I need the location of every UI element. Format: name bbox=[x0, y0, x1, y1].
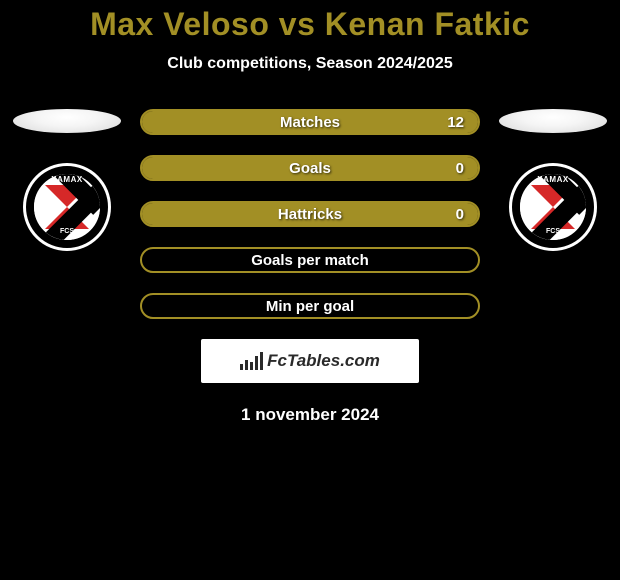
stat-label: Goals bbox=[289, 160, 331, 177]
left-player-col: XAMAX FCS bbox=[12, 109, 122, 251]
page-title: Max Veloso vs Kenan Fatkic bbox=[0, 6, 620, 43]
stat-bar: Matches 12 bbox=[140, 109, 480, 135]
right-club-badge: XAMAX FCS bbox=[509, 163, 597, 251]
right-player-placeholder bbox=[499, 109, 607, 133]
left-club-sub: FCS bbox=[23, 228, 111, 235]
date-label: 1 november 2024 bbox=[0, 405, 620, 425]
left-club-badge: XAMAX FCS bbox=[23, 163, 111, 251]
left-club-name: XAMAX bbox=[23, 175, 111, 184]
right-player-col: XAMAX FCS bbox=[498, 109, 608, 251]
stat-bar: Min per goal bbox=[140, 293, 480, 319]
stat-bar: Goals per match bbox=[140, 247, 480, 273]
page-subtitle: Club competitions, Season 2024/2025 bbox=[0, 55, 620, 73]
stat-value-right: 12 bbox=[447, 114, 464, 131]
stat-value-right: 0 bbox=[456, 206, 464, 223]
brand-chart-icon bbox=[240, 352, 263, 370]
right-club-name: XAMAX bbox=[509, 175, 597, 184]
stat-label: Goals per match bbox=[251, 252, 369, 269]
main-row: XAMAX FCS Matches12Goals0Hattricks0Goals… bbox=[0, 109, 620, 319]
stat-label: Matches bbox=[280, 114, 340, 131]
stat-value-right: 0 bbox=[456, 160, 464, 177]
stat-bar: Goals 0 bbox=[140, 155, 480, 181]
right-club-sub: FCS bbox=[509, 228, 597, 235]
comparison-card: Max Veloso vs Kenan Fatkic Club competit… bbox=[0, 0, 620, 425]
stats-column: Matches 12 Goals 0 Hattricks 0 Goals per match… bbox=[140, 109, 480, 319]
stat-label: Hattricks bbox=[278, 206, 342, 223]
stat-label: Min per goal bbox=[266, 298, 354, 315]
brand-box: FcTables.com bbox=[201, 339, 419, 383]
stat-bar: Hattricks 0 bbox=[140, 201, 480, 227]
brand-text: FcTables.com bbox=[267, 351, 380, 371]
left-player-placeholder bbox=[13, 109, 121, 133]
